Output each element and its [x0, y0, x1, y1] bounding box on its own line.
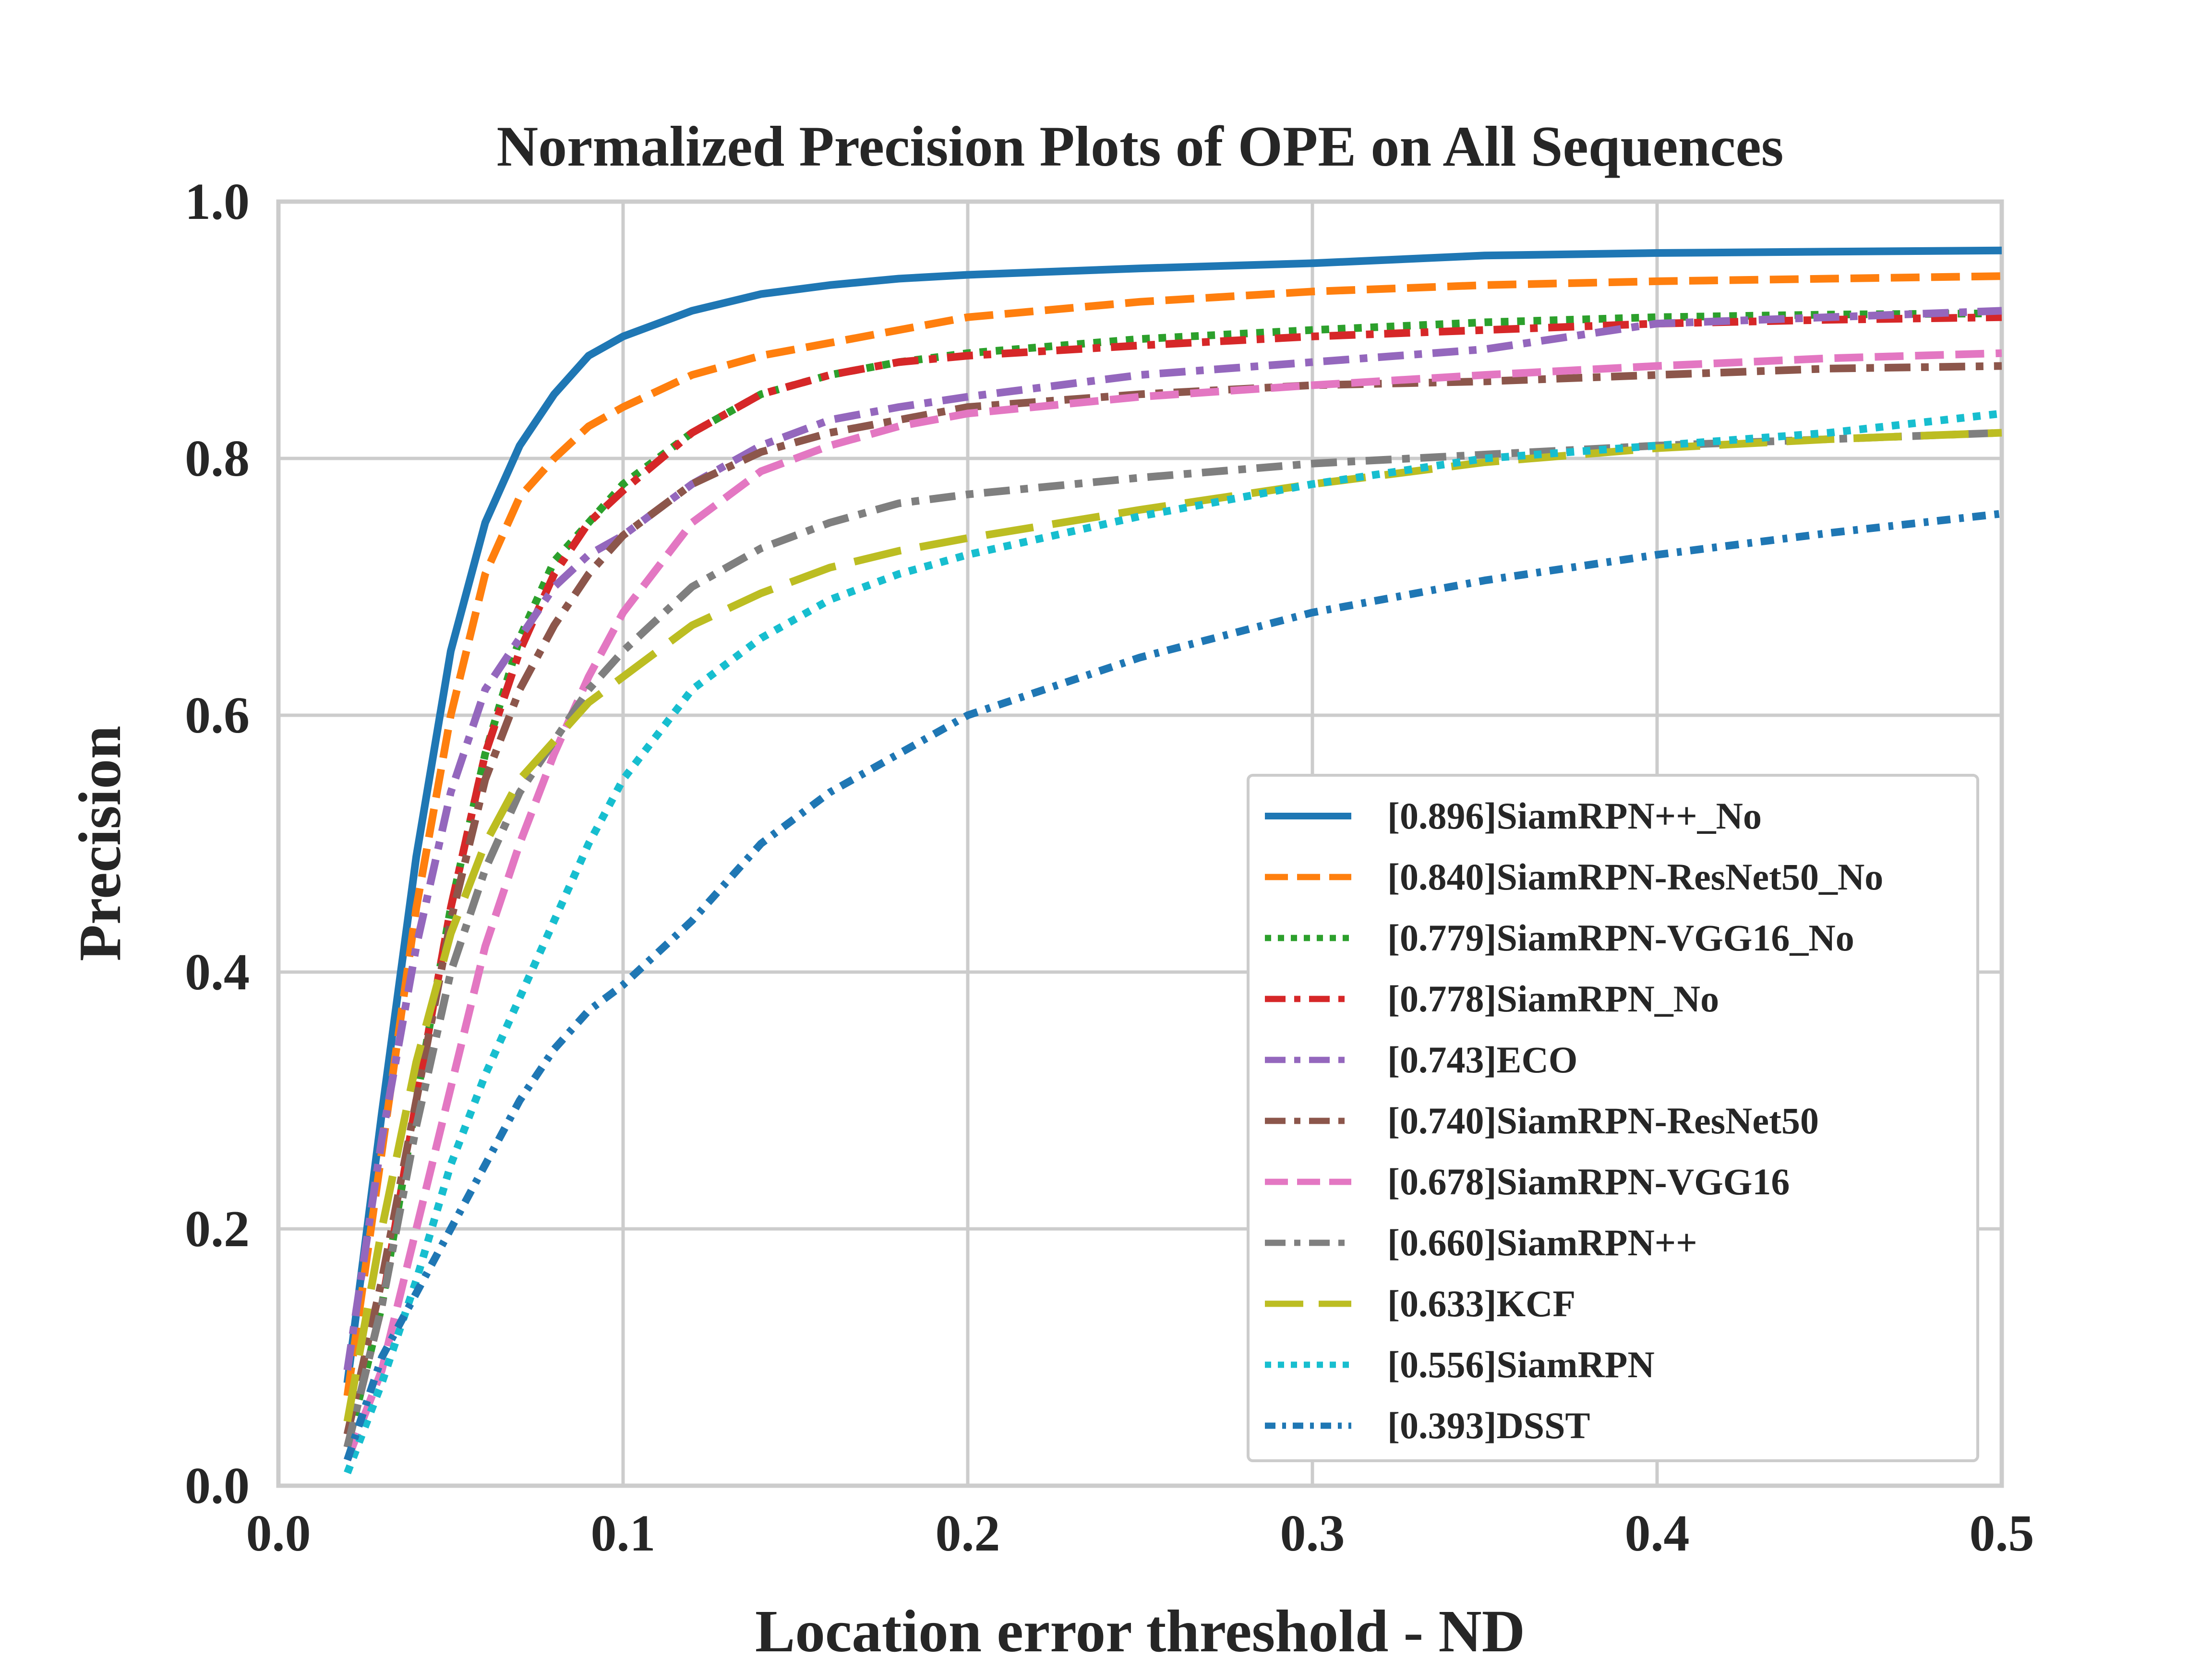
y-tick-label: 0.4 — [185, 944, 250, 1001]
x-tick-label: 0.1 — [591, 1505, 656, 1562]
legend-label: [0.556]SiamRPN — [1387, 1344, 1655, 1385]
x-tick-label: 0.3 — [1280, 1505, 1345, 1562]
series-line — [343, 307, 2002, 1371]
y-tick-label: 0.8 — [185, 430, 250, 487]
legend-label: [0.660]SiamRPN++ — [1387, 1222, 1697, 1263]
x-tick-label: 0.0 — [246, 1505, 311, 1562]
legend-label: [0.840]SiamRPN-ResNet50_No — [1387, 856, 1883, 898]
series-line — [343, 313, 2002, 1448]
series-line — [343, 362, 2002, 1435]
legend-label: [0.743]ECO — [1387, 1039, 1577, 1081]
x-tick-label: 0.5 — [1970, 1505, 2034, 1562]
legend-label: [0.740]SiamRPN-ResNet50 — [1387, 1100, 1819, 1142]
series-line — [343, 429, 2002, 1448]
legend-label: [0.779]SiamRPN-VGG16_No — [1387, 917, 1854, 959]
chart-title: Normalized Precision Plots of OPE on All… — [497, 114, 1784, 178]
legend-box — [1247, 774, 1979, 1462]
x-tick-label: 0.2 — [936, 1505, 1000, 1562]
y-tick-label: 0.0 — [185, 1457, 250, 1515]
legend: [0.896]SiamRPN++_No [0.840]SiamRPN-ResNet… — [1247, 774, 1979, 1462]
legend-label: [0.678]SiamRPN-VGG16 — [1387, 1161, 1790, 1202]
series-line — [344, 409, 2002, 1475]
series-line — [344, 510, 2002, 1462]
y-tick-label: 0.6 — [185, 687, 250, 744]
x-tick-label: 0.4 — [1625, 1505, 1690, 1562]
legend-label: [0.896]SiamRPN++_No — [1387, 795, 1762, 837]
y-tick-label: 1.0 — [185, 173, 250, 230]
series-line — [344, 349, 2002, 1462]
legend-label: [0.393]DSST — [1387, 1405, 1590, 1446]
series-line — [343, 272, 2002, 1396]
y-axis-label: Precision — [67, 726, 133, 962]
legend-label: [0.633]KCF — [1387, 1283, 1575, 1324]
y-tick-label: 0.2 — [185, 1201, 250, 1258]
tick-labels: 0.0 0.1 0.2 0.3 0.4 0.5 0.0 0.2 0.4 0.6 0.8 1.0 — [185, 173, 2034, 1562]
x-axis-label: Location error threshold - ND — [755, 1599, 1525, 1659]
series-lines — [343, 246, 2002, 1475]
legend-items: [0.896]SiamRPN++_No [0.840]SiamRPN-ResNet… — [1265, 795, 1883, 1446]
plot-frame — [276, 199, 2004, 1488]
legend-label: [0.778]SiamRPN_No — [1387, 978, 1719, 1020]
series-line — [343, 246, 2002, 1384]
